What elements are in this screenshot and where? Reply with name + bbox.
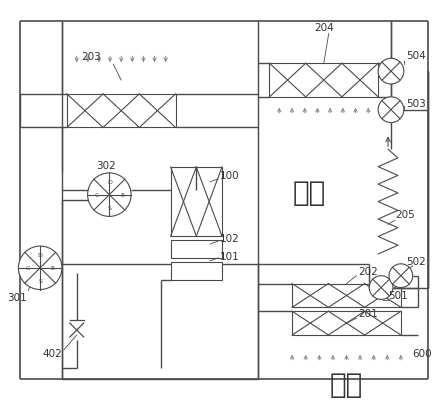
Bar xyxy=(170,241,222,258)
Text: 205: 205 xyxy=(395,210,415,220)
Circle shape xyxy=(378,97,404,123)
Bar xyxy=(67,95,175,128)
Text: 排风: 排风 xyxy=(292,178,325,206)
Bar xyxy=(170,262,222,280)
Text: 202: 202 xyxy=(358,266,378,276)
Text: D: D xyxy=(38,253,43,257)
Circle shape xyxy=(19,247,62,290)
Text: C: C xyxy=(95,192,99,198)
Circle shape xyxy=(389,264,413,288)
Text: D: D xyxy=(107,180,112,184)
Bar xyxy=(292,312,401,335)
Text: 502: 502 xyxy=(406,256,425,266)
Text: 204: 204 xyxy=(314,22,333,32)
Text: 402: 402 xyxy=(42,348,62,358)
Bar xyxy=(292,284,401,308)
Text: 101: 101 xyxy=(220,251,240,261)
Text: 503: 503 xyxy=(406,99,425,109)
Text: 100: 100 xyxy=(220,170,240,180)
Text: 302: 302 xyxy=(96,161,116,170)
Text: C: C xyxy=(25,265,30,271)
Text: 203: 203 xyxy=(82,52,101,62)
Text: 501: 501 xyxy=(388,291,408,301)
Circle shape xyxy=(369,276,393,300)
Circle shape xyxy=(87,174,131,217)
Text: E: E xyxy=(120,192,124,198)
Circle shape xyxy=(378,59,404,85)
Text: S: S xyxy=(38,279,42,284)
Bar xyxy=(170,168,222,237)
Text: 600: 600 xyxy=(413,348,432,358)
Text: 新风: 新风 xyxy=(330,371,363,398)
Text: 201: 201 xyxy=(358,308,378,318)
Text: 504: 504 xyxy=(406,51,425,61)
Text: 301: 301 xyxy=(8,293,28,303)
Text: S: S xyxy=(107,206,111,211)
Bar xyxy=(270,64,378,97)
Text: 102: 102 xyxy=(220,233,240,243)
Text: E: E xyxy=(51,265,55,271)
